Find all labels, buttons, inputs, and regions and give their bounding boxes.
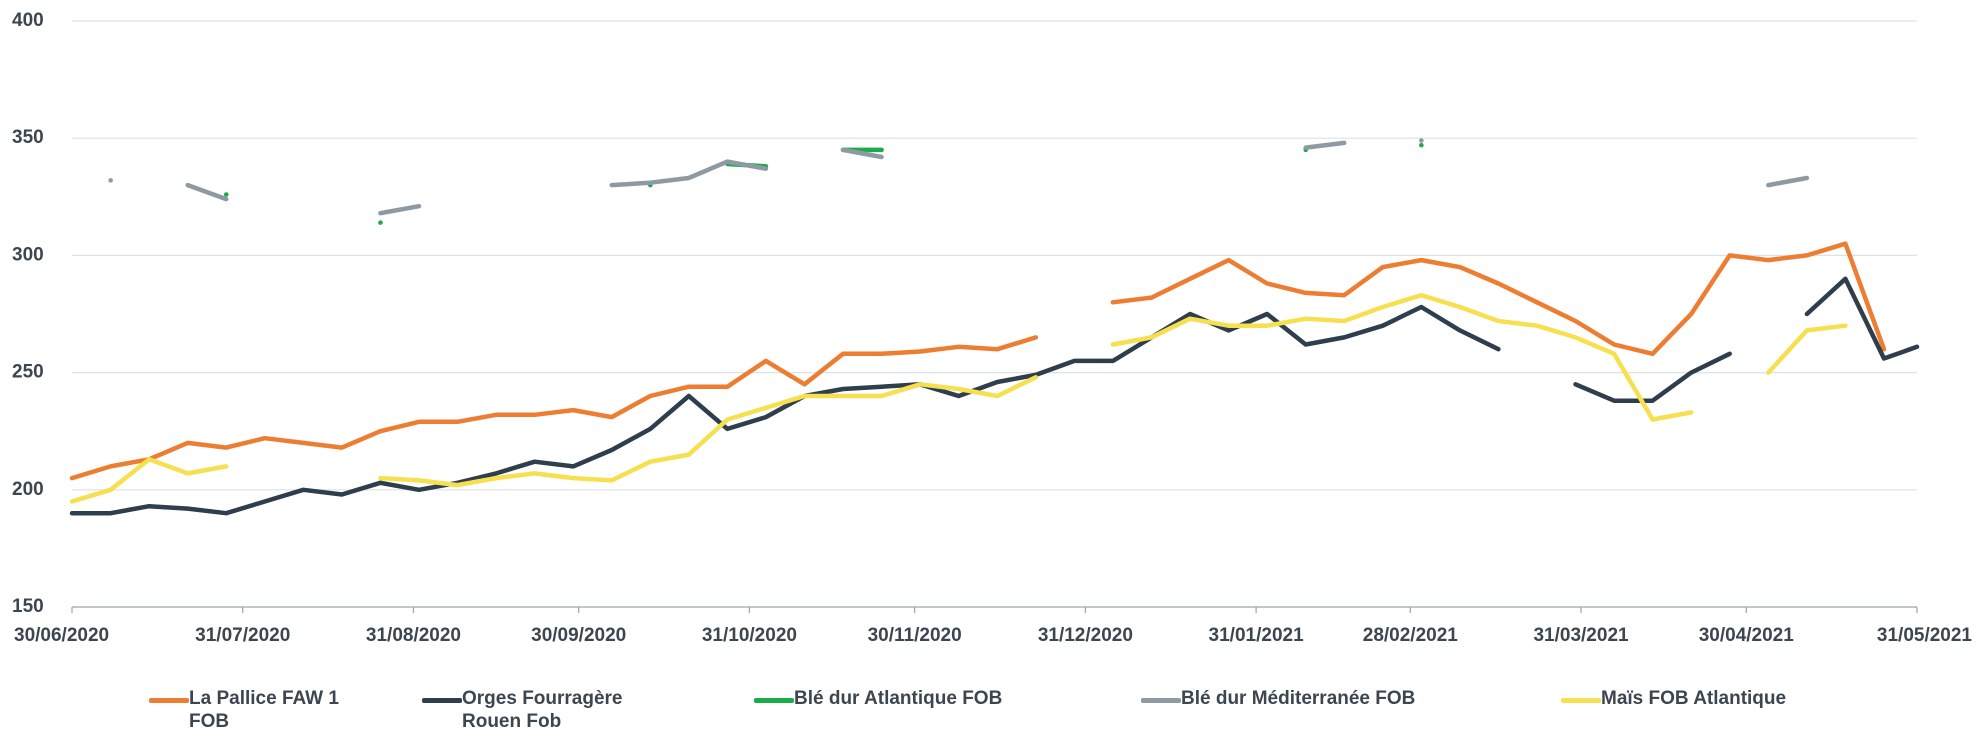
x-tick-label: 28/02/2021 xyxy=(1363,625,1459,646)
y-tick-label: 300 xyxy=(12,244,44,265)
series-line xyxy=(185,182,229,202)
series-line xyxy=(1110,241,1887,357)
legend-label: Orges Fourragère Rouen Fob xyxy=(462,688,623,732)
series-line xyxy=(378,375,1039,488)
x-tick-label: 31/07/2020 xyxy=(195,625,290,646)
series-line xyxy=(840,147,884,160)
series-line xyxy=(1804,276,1920,361)
legend-swatch xyxy=(1141,698,1181,703)
x-tick-label: 31/01/2021 xyxy=(1209,625,1305,646)
x-tick-label: 30/09/2020 xyxy=(531,625,626,646)
x-tick-label: 31/10/2020 xyxy=(702,625,797,646)
series-line xyxy=(1766,175,1810,188)
x-tick-label: 31/12/2020 xyxy=(1038,625,1133,646)
x-tick-label: 31/05/2021 xyxy=(1877,625,1973,646)
legend-swatch xyxy=(1561,698,1601,703)
series-line xyxy=(1110,292,1694,422)
legend-swatch xyxy=(754,698,794,703)
series-line xyxy=(1573,351,1732,403)
x-tick-label: 30/04/2021 xyxy=(1699,625,1795,646)
legend-label: Blé dur Méditerranée FOB xyxy=(1181,688,1416,709)
y-tick-label: 150 xyxy=(12,596,44,617)
x-tick-label: 31/03/2021 xyxy=(1533,625,1629,646)
x-tick-label: 30/11/2020 xyxy=(868,625,962,646)
series-line xyxy=(609,159,769,188)
legend-item: Maïs FOB Atlantique xyxy=(1561,687,1786,710)
y-tick-label: 200 xyxy=(12,479,44,500)
legend-label: La Pallice FAW 1 FOB xyxy=(189,688,339,732)
legend-label: Maïs FOB Atlantique xyxy=(1601,688,1787,709)
x-tick-label: 31/08/2020 xyxy=(366,625,461,646)
series-line xyxy=(378,203,422,216)
legend-item: Orges Fourragère Rouen Fob xyxy=(422,687,662,733)
series-line xyxy=(1766,323,1848,375)
y-tick-label: 250 xyxy=(12,362,44,383)
legend-item: La Pallice FAW 1 FOB xyxy=(149,687,339,733)
legend-label: Blé dur Atlantique FOB xyxy=(794,688,1003,709)
y-tick-label: 400 xyxy=(12,10,44,31)
series-line xyxy=(69,335,1039,481)
y-tick-label: 350 xyxy=(12,127,44,148)
legend-swatch xyxy=(149,698,189,703)
x-tick-label: 30/06/2020 xyxy=(14,625,109,646)
legend-swatch xyxy=(422,698,462,703)
legend-item: Blé dur Atlantique FOB xyxy=(754,687,1002,710)
legend-item: Blé dur Méditerranée FOB xyxy=(1141,687,1415,710)
chart: 150 200 250 300 350 400 30/06/2020 31/07/2020 31… xyxy=(12,10,1973,646)
series-line xyxy=(69,304,1501,516)
series-line xyxy=(1303,140,1347,150)
series-line xyxy=(69,457,229,504)
